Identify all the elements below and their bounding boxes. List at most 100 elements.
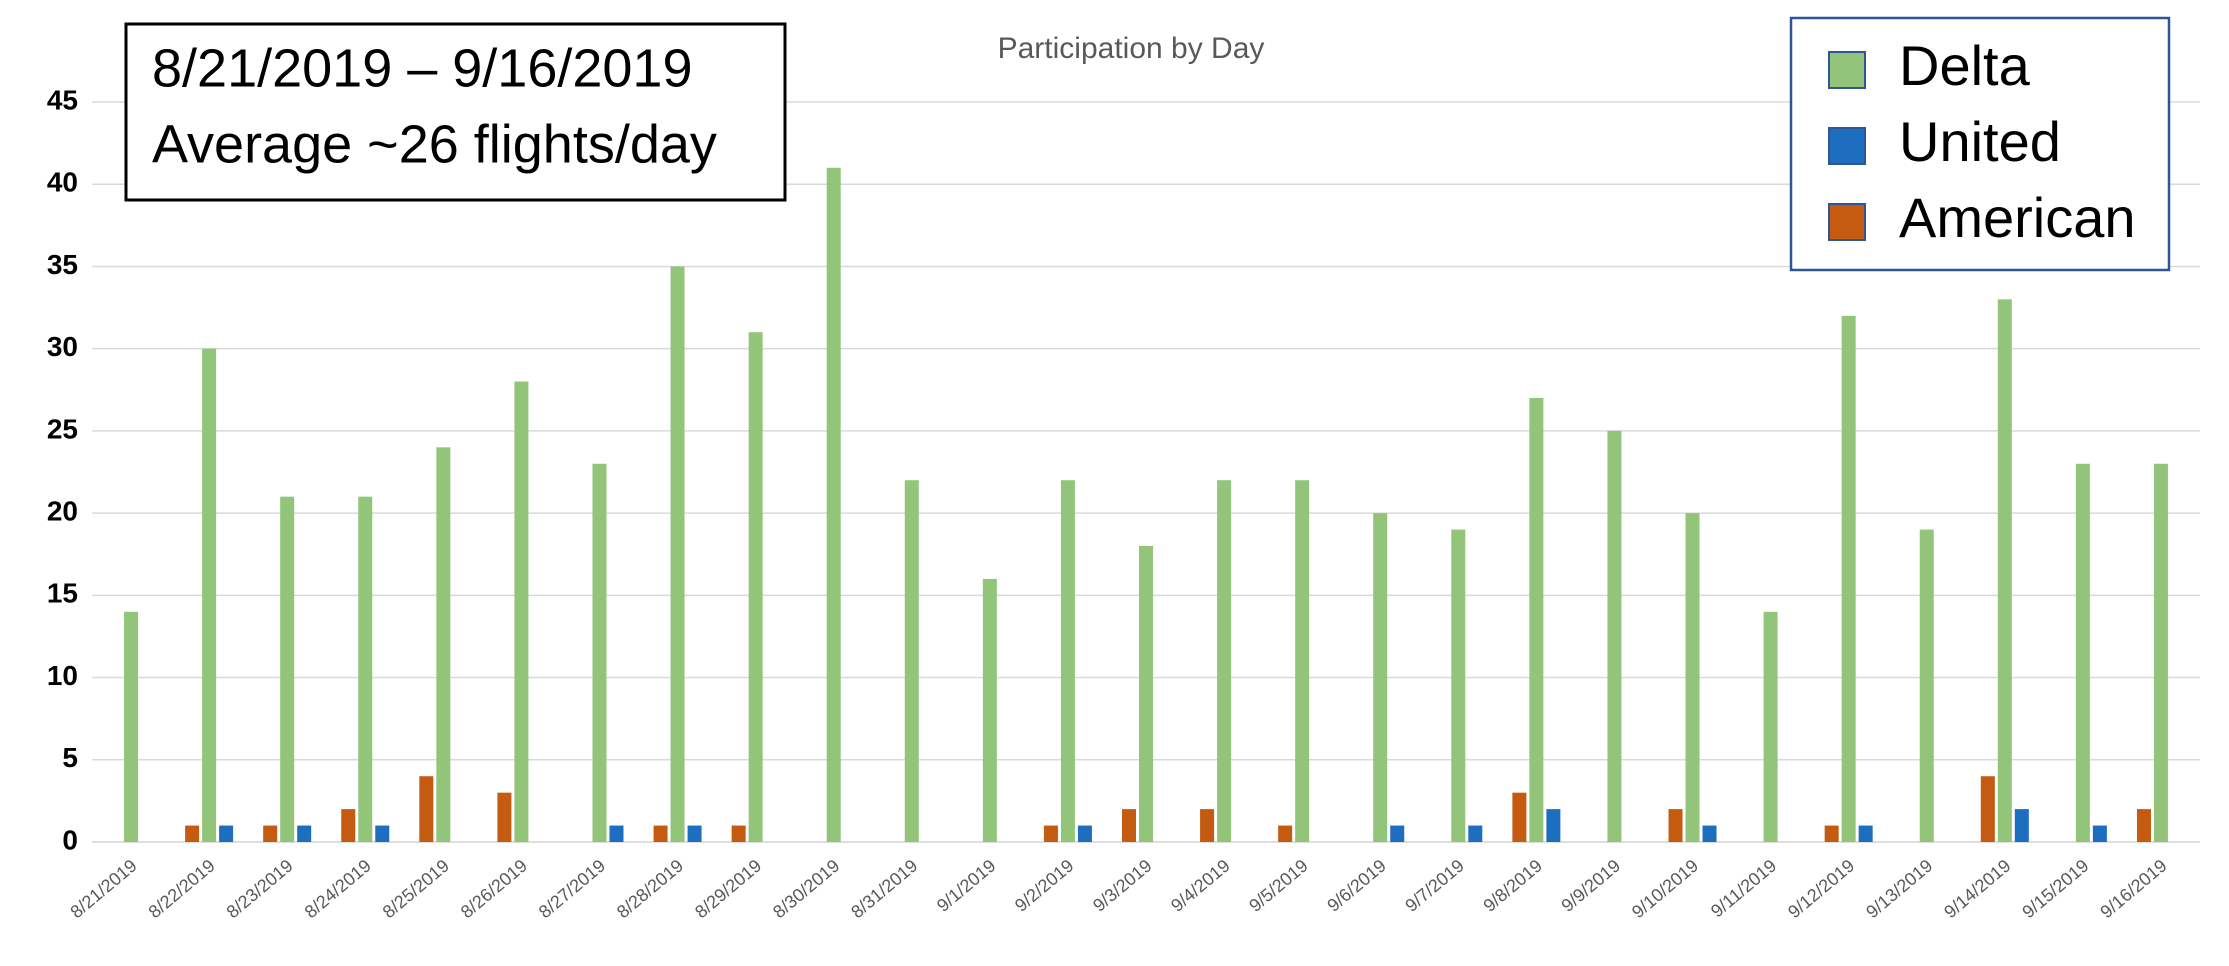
bar (1295, 480, 1310, 842)
x-tick-label: 8/31/2019 (847, 855, 921, 922)
bar (1858, 825, 1873, 842)
legend-swatch (1828, 203, 1866, 241)
bar (826, 167, 841, 842)
x-tick-label: 8/27/2019 (535, 855, 609, 922)
x-tick-label: 9/1/2019 (933, 855, 1000, 915)
x-tick-label: 8/28/2019 (613, 855, 687, 922)
x-tick-label: 9/11/2019 (1707, 855, 1780, 921)
x-tick-label: 8/30/2019 (769, 855, 843, 922)
bar (1668, 809, 1683, 842)
bar (436, 447, 451, 842)
x-tick-label: 9/9/2019 (1558, 855, 1625, 915)
bar (1278, 825, 1293, 842)
bar (280, 496, 295, 842)
bar (375, 825, 390, 842)
x-tick-label: 9/16/2019 (2096, 855, 2170, 922)
x-tick-label: 8/21/2019 (66, 855, 140, 922)
bar (219, 825, 234, 842)
bar (2014, 809, 2029, 842)
bar (982, 578, 997, 842)
bar (1512, 792, 1527, 842)
x-tick-label: 8/29/2019 (691, 855, 765, 922)
bar (263, 825, 278, 842)
bar (514, 381, 529, 842)
x-tick-label: 9/8/2019 (1479, 855, 1546, 915)
bar (1390, 825, 1405, 842)
bar (124, 611, 139, 842)
bar (687, 825, 702, 842)
bar (1217, 480, 1232, 842)
bar (202, 348, 217, 842)
bar (1980, 776, 1995, 842)
y-tick-label: 10 (47, 660, 78, 691)
x-tick-label: 8/22/2019 (145, 855, 219, 922)
x-tick-label: 8/26/2019 (457, 855, 531, 922)
x-tick-label: 9/15/2019 (2018, 855, 2092, 922)
bar (748, 332, 763, 842)
y-tick-label: 45 (47, 84, 78, 115)
x-tick-label: 9/13/2019 (1862, 855, 1936, 922)
bar (592, 463, 607, 842)
x-tick-label: 9/12/2019 (1784, 855, 1858, 922)
bar (1841, 315, 1856, 842)
bar (1043, 825, 1058, 842)
y-tick-label: 35 (47, 249, 78, 280)
bar (1997, 299, 2012, 842)
x-tick-label: 9/5/2019 (1245, 855, 1312, 915)
bar (2153, 463, 2168, 842)
legend-label: United (1899, 110, 2061, 173)
y-tick-label: 0 (62, 824, 78, 855)
y-tick-label: 5 (62, 742, 78, 773)
x-tick-label: 9/10/2019 (1628, 855, 1702, 922)
legend-label: American (1899, 186, 2136, 249)
annotation: 8/21/2019 – 9/16/2019 (152, 38, 693, 98)
bar (358, 496, 373, 842)
y-tick-label: 40 (47, 167, 78, 198)
bar (1139, 546, 1153, 842)
bar (1060, 480, 1075, 842)
bar (1824, 825, 1839, 842)
x-tick-label: 8/24/2019 (301, 855, 375, 922)
bar (1919, 529, 1934, 842)
bar (185, 825, 200, 842)
bar (1077, 825, 1092, 842)
bar (904, 480, 919, 842)
bar (653, 825, 668, 842)
bar (1763, 611, 1778, 842)
y-tick-label: 20 (47, 496, 78, 527)
x-tick-label: 9/14/2019 (1940, 855, 2014, 922)
bar (1685, 513, 1700, 842)
annotation-box (124, 22, 787, 202)
y-tick-label: 15 (47, 578, 78, 609)
bar (341, 809, 356, 842)
x-tick-label: 8/25/2019 (379, 855, 453, 922)
bar (1546, 809, 1561, 842)
x-tick-label: 9/6/2019 (1323, 855, 1390, 915)
legend-label: Delta (1899, 34, 2031, 97)
legend-swatch (1828, 51, 1866, 89)
bar (1468, 825, 1483, 842)
bar (609, 825, 624, 842)
bar (1200, 809, 1215, 842)
bar (297, 825, 312, 842)
bar (1529, 398, 1544, 842)
bar (2092, 825, 2107, 842)
bar (2075, 463, 2090, 842)
y-tick-label: 30 (47, 331, 78, 362)
bar (731, 825, 746, 842)
x-tick-label: 9/3/2019 (1089, 855, 1156, 915)
x-tick-label: 9/2/2019 (1011, 855, 1078, 915)
bar (1607, 430, 1622, 842)
bar (2136, 809, 2151, 842)
bar (497, 792, 512, 842)
bar (419, 776, 434, 842)
bar (1373, 513, 1388, 842)
bar (1702, 825, 1717, 842)
x-tick-label: 9/4/2019 (1167, 855, 1234, 915)
bar (670, 266, 685, 842)
annotation: Average ~26 flights/day (152, 114, 717, 174)
bar (1122, 809, 1136, 842)
x-tick-label: 8/23/2019 (223, 855, 297, 922)
legend-swatch (1828, 127, 1866, 165)
